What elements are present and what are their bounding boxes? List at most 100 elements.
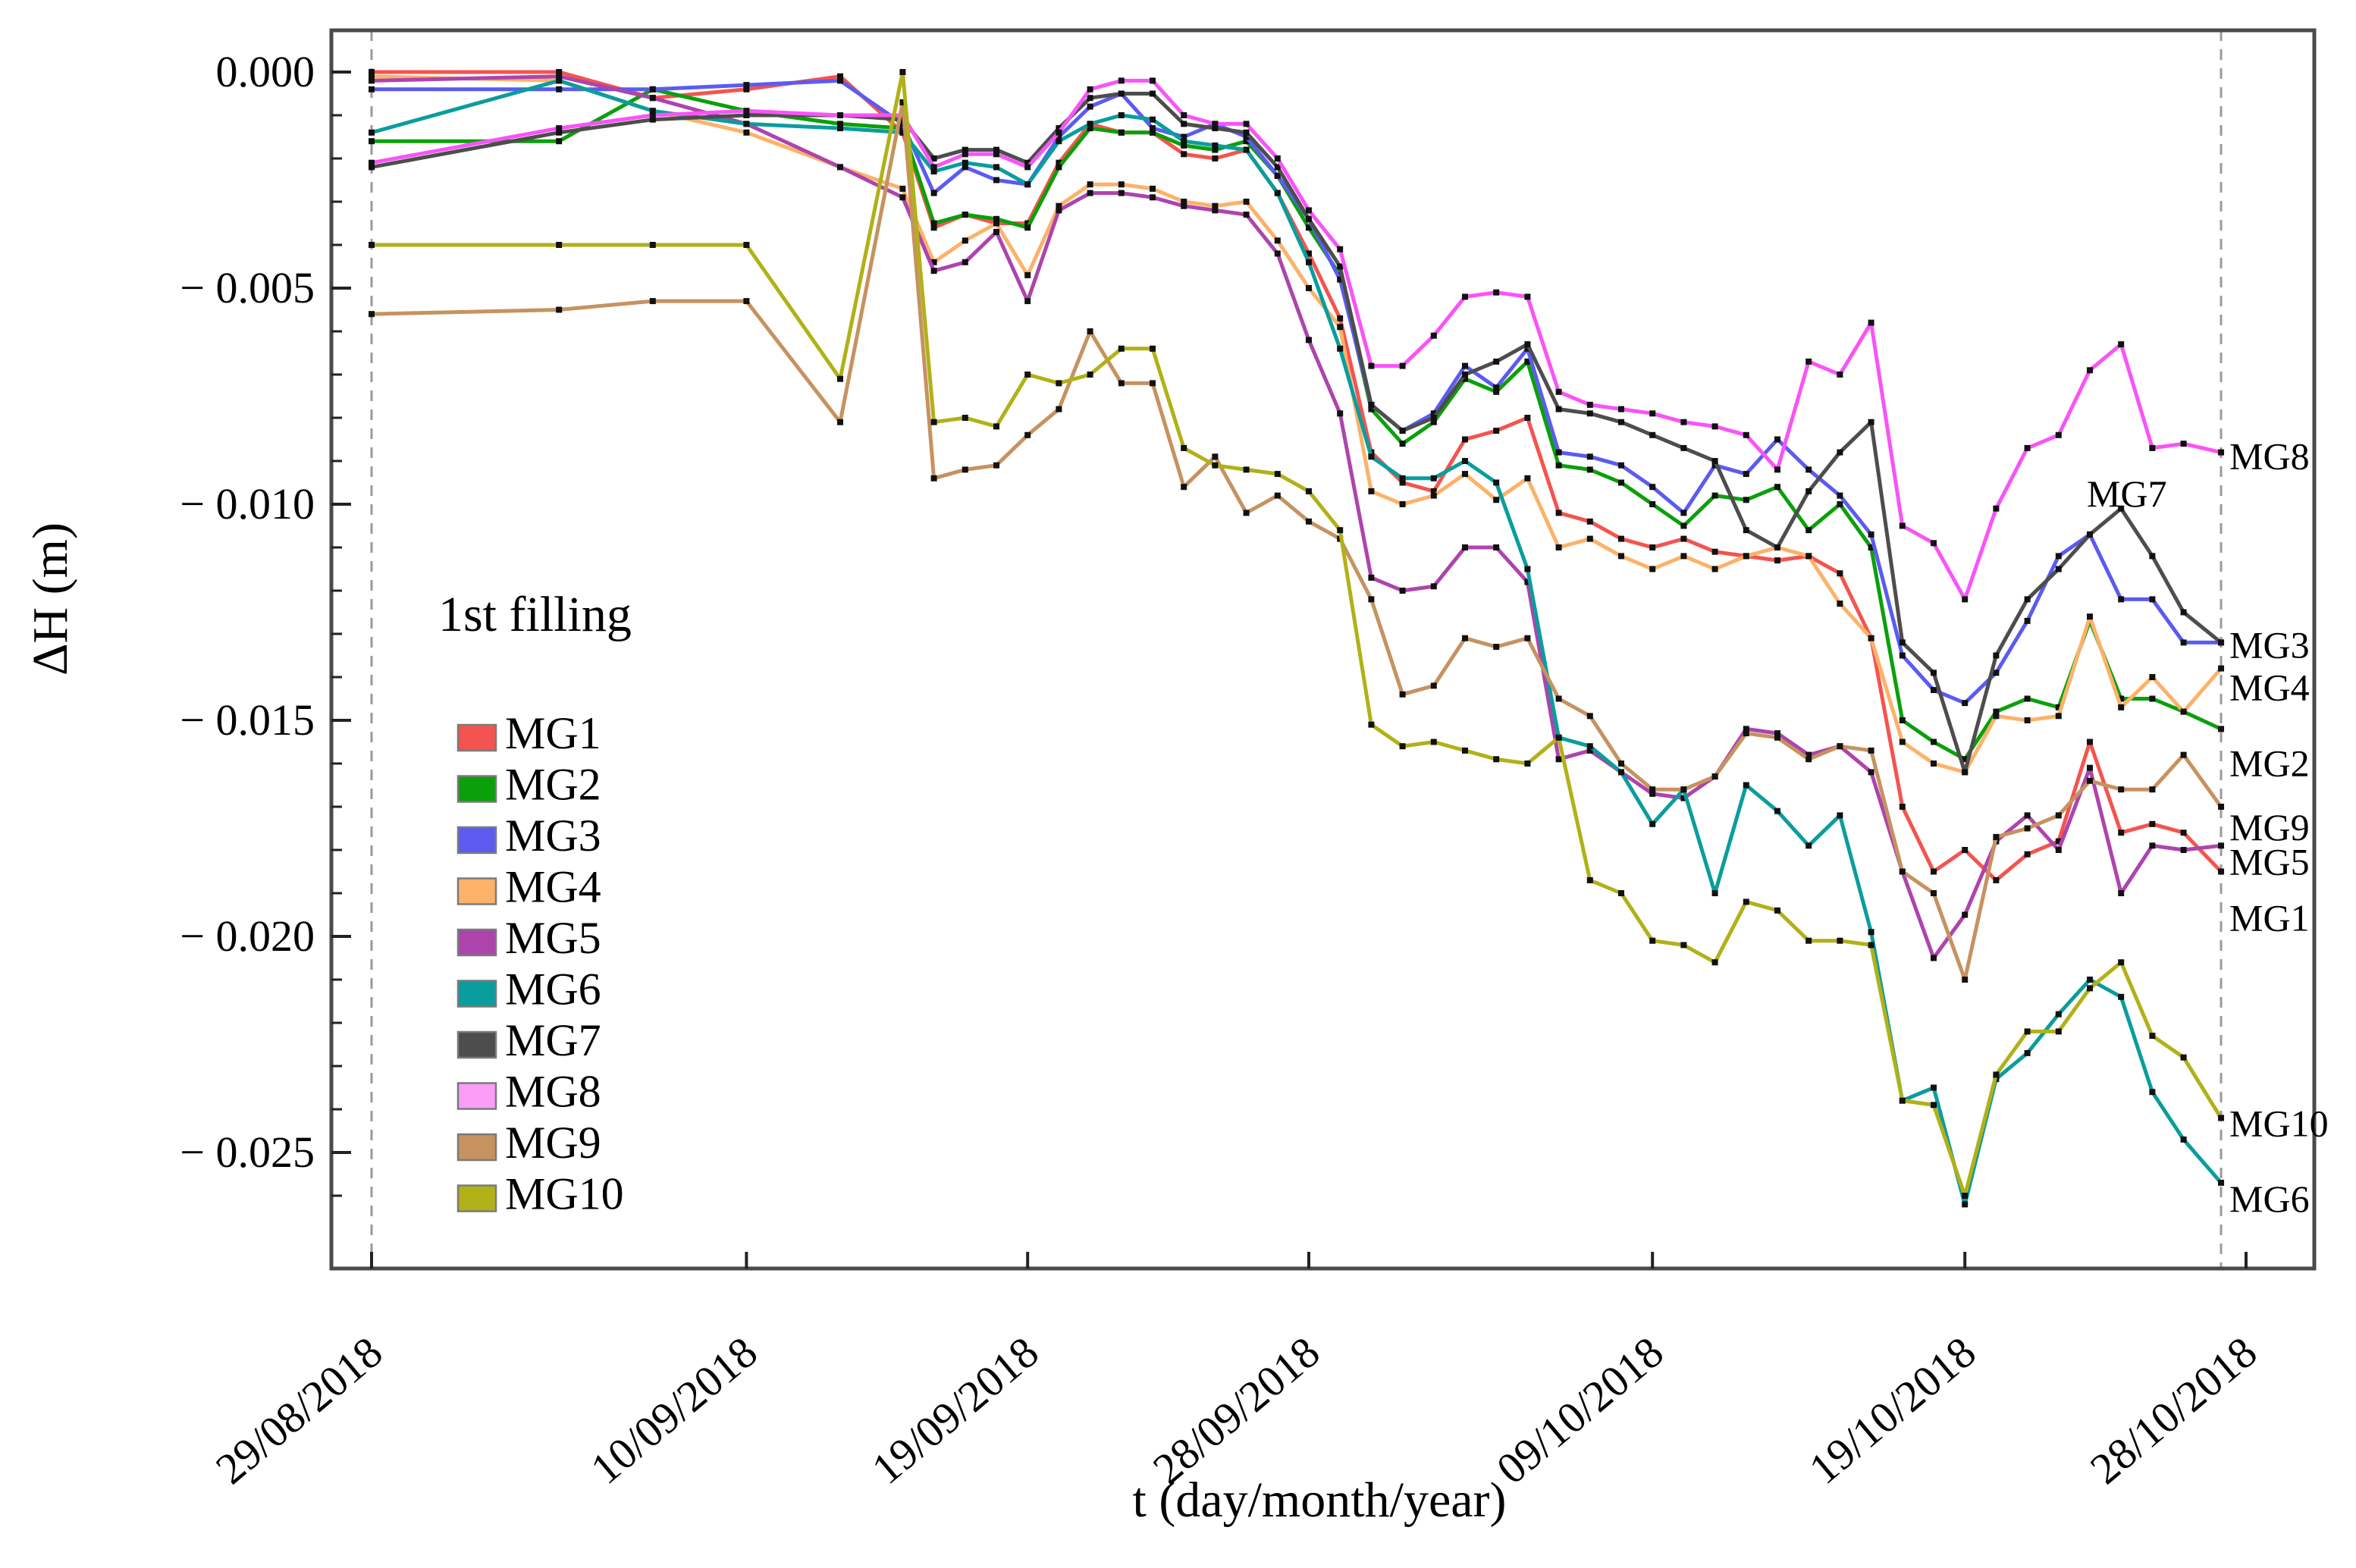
x-axis-title: t (day/month/year) — [1132, 1472, 1506, 1528]
data-point — [1399, 501, 1406, 507]
series-end-label-MG3: MG3 — [2229, 623, 2310, 666]
data-point — [1555, 462, 1562, 469]
data-point — [1711, 566, 1718, 572]
data-point — [2149, 1089, 2156, 1096]
data-point — [1680, 795, 1687, 801]
data-point — [930, 268, 937, 274]
series-inline-label-mg7: MG7 — [2087, 472, 2167, 515]
data-point — [2024, 851, 2031, 858]
data-point — [1711, 773, 1718, 780]
y-tick-label: − 0.025 — [180, 1127, 315, 1177]
data-point — [962, 164, 968, 171]
data-point — [2180, 441, 2187, 447]
data-point — [1056, 133, 1062, 140]
data-point — [2118, 341, 2125, 348]
data-point — [1056, 159, 1062, 166]
data-point — [1524, 760, 1531, 767]
data-point — [930, 220, 937, 227]
data-point — [1743, 527, 1749, 534]
data-point — [1087, 328, 1093, 334]
series-line-MG7 — [371, 92, 2223, 774]
data-point — [1150, 380, 1156, 387]
data-point — [1399, 479, 1406, 486]
data-point — [1899, 1097, 1906, 1104]
data-point — [993, 423, 999, 430]
data-point — [1618, 760, 1624, 767]
data-point — [556, 242, 563, 248]
data-point — [2055, 1028, 2062, 1035]
data-point — [993, 146, 999, 153]
data-point — [1306, 207, 1312, 214]
data-point — [2218, 1115, 2225, 1121]
data-point — [1931, 687, 1937, 694]
data-point — [556, 69, 563, 75]
data-point — [1993, 833, 2000, 840]
data-point — [1056, 164, 1062, 171]
data-point — [993, 151, 999, 158]
y-tick-label: 0.000 — [216, 47, 315, 96]
data-point — [1430, 332, 1437, 339]
data-point — [1524, 579, 1531, 585]
data-point — [1462, 436, 1468, 443]
series-line-MG10 — [372, 70, 2223, 1198]
data-point — [1274, 172, 1281, 179]
data-point — [1680, 522, 1687, 529]
data-point — [1774, 466, 1780, 473]
data-point — [930, 168, 937, 175]
data-point — [1430, 488, 1437, 494]
legend-swatch-MG8 — [456, 1082, 497, 1110]
data-point — [369, 86, 375, 93]
data-point — [1306, 259, 1312, 265]
data-point — [1243, 466, 1250, 473]
data-point — [962, 212, 968, 218]
data-point — [1586, 401, 1593, 408]
data-point — [962, 466, 968, 473]
data-point — [556, 73, 563, 80]
legend-swatch-MG4 — [456, 877, 497, 905]
data-point — [1274, 250, 1281, 257]
data-point — [1524, 358, 1531, 365]
data-point — [1337, 410, 1344, 417]
data-point — [2118, 959, 2125, 966]
data-point — [1743, 471, 1749, 478]
data-point — [1337, 345, 1344, 352]
data-point — [1368, 406, 1375, 412]
data-point — [1555, 756, 1562, 763]
data-point — [1306, 337, 1312, 343]
data-point — [993, 164, 999, 171]
y-tick-label: − 0.020 — [180, 911, 315, 961]
legend-item-MG10: MG10 — [456, 1169, 624, 1219]
data-point — [1680, 535, 1687, 542]
data-point — [1181, 199, 1187, 205]
data-point — [1680, 510, 1687, 516]
data-point — [2218, 665, 2225, 672]
data-point — [2149, 1033, 2156, 1040]
data-point — [2024, 596, 2031, 603]
data-point — [649, 112, 656, 118]
data-point — [743, 86, 750, 93]
data-point — [2055, 812, 2062, 819]
legend-label-MG7: MG7 — [505, 1015, 601, 1065]
data-point — [1837, 937, 1843, 944]
data-point — [1837, 492, 1843, 499]
data-point — [1087, 372, 1093, 378]
data-point — [1462, 362, 1468, 369]
series-markers-MG2 — [369, 86, 2225, 763]
data-point — [743, 108, 750, 114]
legend-label-MG4: MG4 — [505, 862, 601, 912]
data-point — [1774, 734, 1780, 741]
data-point — [1868, 747, 1874, 754]
data-point — [1337, 263, 1344, 270]
data-point — [1181, 133, 1187, 140]
y-axis — [331, 71, 351, 1197]
data-point — [1493, 544, 1500, 550]
data-point — [1274, 164, 1281, 171]
data-point — [2024, 1049, 2031, 1056]
data-point — [2218, 804, 2225, 810]
data-point — [930, 155, 937, 162]
data-point — [1493, 644, 1500, 651]
legend-swatch-MG10 — [456, 1184, 497, 1212]
data-point — [1368, 721, 1375, 728]
y-tick-label: − 0.015 — [180, 695, 315, 745]
data-point — [1399, 475, 1406, 481]
